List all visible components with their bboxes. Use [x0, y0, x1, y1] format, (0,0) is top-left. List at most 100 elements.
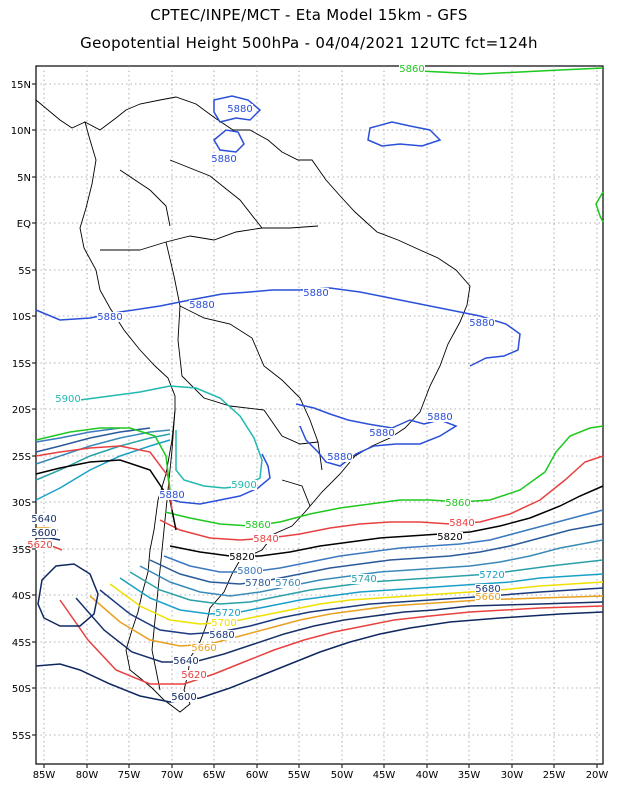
lon-tick-label: 20W	[586, 770, 609, 781]
label-5880-paraguay: 5880	[327, 452, 352, 463]
label-5660-east: 5660	[191, 643, 216, 654]
chart-subtitle: Geopotential Height 500hPa - 04/04/2021 …	[80, 34, 538, 52]
label-5760: 5760	[275, 578, 300, 589]
map-frame	[35, 65, 604, 765]
lat-tick-label: 15S	[12, 359, 31, 370]
lat-tick-label: 10S	[12, 312, 31, 323]
lon-tick-label: 25W	[543, 770, 566, 781]
lat-tick-label: 40S	[12, 591, 31, 602]
lon-tick-label: 85W	[33, 770, 56, 781]
contour-5660	[89, 595, 604, 647]
contour-5880-main	[35, 287, 521, 367]
lat-tick-label: 5N	[17, 173, 31, 184]
lat-tick-label: 50S	[12, 684, 31, 695]
lon-tick-label: 60W	[246, 770, 269, 781]
label-5800: 5800	[237, 566, 262, 577]
label-5880-east: 5880	[469, 318, 494, 329]
label-5880-caribbean: 5880	[227, 104, 252, 115]
label-5820-east: 5820	[437, 532, 462, 543]
central-america-coast	[35, 99, 86, 129]
contour-5600	[35, 611, 604, 703]
contour-5880-arc	[159, 453, 271, 505]
lon-tick-label: 30W	[501, 770, 524, 781]
contour-5880-n1	[213, 95, 262, 123]
label-5840-west: 5840	[253, 534, 278, 545]
label-5720-east: 5720	[479, 570, 504, 581]
contour-5800	[163, 509, 604, 573]
lat-tick-label: 45S	[12, 638, 31, 649]
label-5820-west: 5820	[229, 552, 254, 563]
contour-5880-se	[295, 403, 458, 467]
contour-5800-nw	[35, 427, 121, 443]
lat-tick-label: 5S	[18, 266, 31, 277]
label-5620-south: 5620	[181, 670, 206, 681]
label-5720-west: 5720	[215, 608, 240, 619]
contour-5760-nw	[35, 429, 171, 465]
label-5900-south: 5900	[231, 480, 256, 491]
lon-tick-label: 45W	[373, 770, 396, 781]
lon-tick-label: 55W	[288, 770, 311, 781]
label-5780: 5780	[245, 578, 270, 589]
label-5880-venezuela: 5880	[211, 154, 236, 165]
label-5880-west: 5880	[189, 300, 214, 311]
label-5640-south: 5640	[173, 656, 198, 667]
contour-5900	[55, 385, 263, 489]
border-bolivia	[177, 305, 265, 411]
border-brazil-north	[139, 225, 319, 251]
lat-tick-label: 55S	[12, 731, 31, 742]
lon-tick-label: 80W	[76, 770, 99, 781]
label-5880-se-2: 5880	[369, 428, 394, 439]
label-5620-west: 5620	[27, 540, 52, 551]
label-5740: 5740	[351, 574, 376, 585]
lat-tick-label: 15N	[11, 80, 31, 91]
contour-5860-nw	[35, 427, 171, 491]
contour-5860-east	[595, 191, 604, 223]
lat-tick-label: 20S	[12, 405, 31, 416]
label-5640-west: 5640	[31, 514, 56, 525]
border-uruguay	[281, 479, 311, 507]
label-5840-east: 5840	[449, 518, 474, 529]
label-5600-south: 5600	[171, 692, 196, 703]
contour-5740-nw	[35, 433, 171, 481]
lon-tick-label: 40W	[416, 770, 439, 781]
lon-tick-label: 75W	[118, 770, 141, 781]
contour-5720	[119, 573, 604, 615]
border-brazil-west	[165, 241, 323, 471]
border-argentina-chile	[151, 409, 176, 691]
label-5680-east: 5680	[475, 584, 500, 595]
label-5680-west: 5680	[209, 630, 234, 641]
label-5600-low: 5600	[31, 528, 56, 539]
label-5860-west: 5860	[245, 520, 270, 531]
label-5880-se-1: 5880	[427, 412, 452, 423]
lat-tick-label: 30S	[12, 498, 31, 509]
lon-tick-label: 50W	[331, 770, 354, 781]
lat-tick-label: EQ	[17, 219, 31, 230]
label-5700-west: 5700	[211, 618, 236, 629]
label-5880-brazil: 5880	[303, 288, 328, 299]
label-5880-peru: 5880	[97, 312, 122, 323]
chart-title: CPTEC/INPE/MCT - Eta Model 15km - GFS	[150, 6, 468, 24]
label-5860-top: 5860	[399, 64, 424, 75]
axis-labels: 85W 80W 75W 70W 65W 60W 55W 50W 45W 40W 35W 30W 25W 2…	[11, 80, 609, 781]
continent-outline	[35, 96, 471, 713]
contour-5640	[75, 597, 604, 663]
lat-tick-label: 35S	[12, 545, 31, 556]
contour-5720-nw	[35, 439, 171, 501]
contour-5780	[149, 523, 604, 585]
contour-5880-n3	[367, 121, 442, 147]
contour-5620	[59, 599, 604, 685]
lon-tick-label: 35W	[458, 770, 481, 781]
contour-5600-low	[37, 563, 99, 627]
lat-tick-label: 10N	[11, 126, 31, 137]
lon-tick-label: 70W	[161, 770, 184, 781]
lon-tick-label: 65W	[203, 770, 226, 781]
contour-5880-n2	[213, 129, 245, 153]
label-5880-chile: 5880	[159, 490, 184, 501]
grid-lines	[36, 66, 603, 764]
label-5900-north: 5900	[55, 394, 80, 405]
border-venezuela	[169, 159, 263, 229]
contour-5780-nw	[35, 427, 151, 453]
contour-5840	[159, 455, 604, 541]
contour-5860-north	[399, 67, 604, 75]
